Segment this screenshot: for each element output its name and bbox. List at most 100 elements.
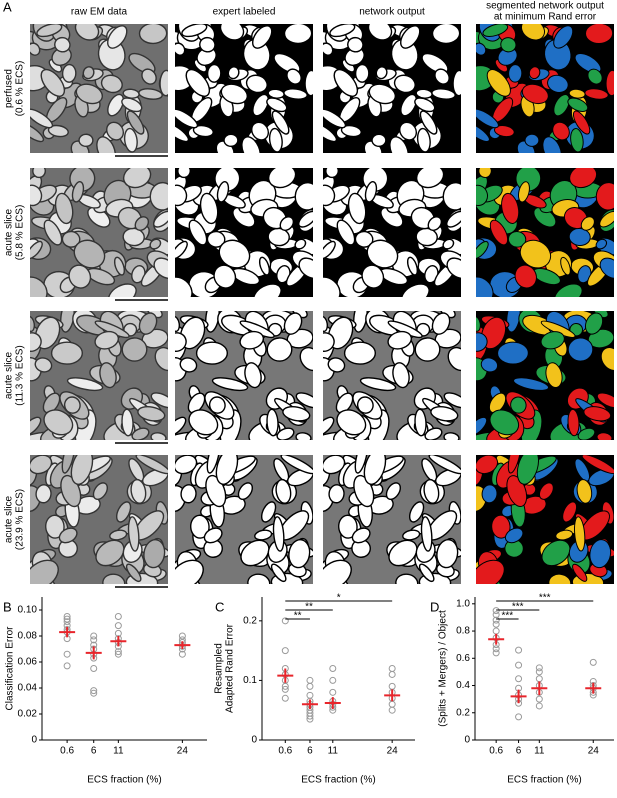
data-point xyxy=(306,715,314,723)
cell xyxy=(275,478,292,504)
data-point xyxy=(114,622,122,630)
cell xyxy=(476,241,489,259)
cell xyxy=(175,108,199,129)
cell xyxy=(567,337,594,362)
y-tick-label: 0 xyxy=(464,735,470,746)
cell xyxy=(507,231,527,248)
column-header: at minimum Rand error xyxy=(494,12,597,23)
data-point xyxy=(63,650,71,658)
cell xyxy=(32,168,47,179)
cell xyxy=(476,416,488,437)
cell xyxy=(30,108,54,129)
cell xyxy=(276,427,295,440)
em-image xyxy=(175,168,313,297)
cell xyxy=(175,455,198,475)
cell xyxy=(363,455,387,485)
cell xyxy=(414,408,427,437)
cell xyxy=(175,416,187,437)
cell xyxy=(266,337,293,362)
cell xyxy=(96,136,116,153)
cell xyxy=(47,124,69,138)
x-tick-label: 24 xyxy=(177,746,189,757)
data-point xyxy=(388,670,396,678)
data-point xyxy=(63,662,71,670)
cell xyxy=(364,181,378,203)
cell xyxy=(476,122,490,142)
data-point xyxy=(535,695,543,703)
em-image xyxy=(323,24,461,153)
cell xyxy=(476,559,505,584)
em-image xyxy=(175,311,313,440)
significance-label: * xyxy=(337,593,341,604)
cell xyxy=(175,122,190,143)
cell xyxy=(361,264,385,289)
cell xyxy=(489,219,509,246)
data-point xyxy=(388,706,396,714)
cell xyxy=(567,408,580,437)
significance-label: *** xyxy=(539,593,551,604)
cell xyxy=(540,331,565,350)
cell xyxy=(150,392,168,409)
cell xyxy=(283,312,303,335)
cell xyxy=(153,210,168,228)
cell xyxy=(149,238,162,250)
cell xyxy=(420,516,433,552)
cell xyxy=(442,181,461,211)
cell xyxy=(70,455,94,485)
cell xyxy=(574,458,591,482)
cell xyxy=(542,136,562,153)
cell xyxy=(150,432,167,440)
cell xyxy=(555,529,574,541)
data-point xyxy=(329,688,337,696)
cell xyxy=(216,181,230,203)
data-point xyxy=(306,691,314,699)
cell xyxy=(443,392,461,409)
cell xyxy=(115,501,132,523)
data-point xyxy=(388,682,396,690)
cell xyxy=(288,538,311,569)
data-point xyxy=(281,647,289,655)
cell xyxy=(195,341,229,365)
cell xyxy=(121,337,148,362)
cell xyxy=(175,559,204,584)
cell xyxy=(190,514,210,539)
cell xyxy=(580,216,595,231)
cell xyxy=(491,514,511,539)
cell xyxy=(128,52,156,74)
cell xyxy=(323,122,338,143)
cell xyxy=(446,210,461,228)
y-tick-label: 0 xyxy=(251,735,257,746)
data-point xyxy=(492,616,500,624)
cell xyxy=(54,36,71,53)
panel-label: C xyxy=(215,599,224,614)
cell xyxy=(30,332,42,352)
cell xyxy=(268,127,283,153)
y-tick-label: 0.2 xyxy=(243,615,257,626)
cell xyxy=(294,181,313,211)
data-point xyxy=(535,668,543,676)
cell xyxy=(241,136,261,153)
cell xyxy=(476,276,494,297)
data-point xyxy=(492,620,500,628)
cell xyxy=(260,501,277,523)
cell xyxy=(596,432,613,440)
em-image xyxy=(30,311,168,440)
cell xyxy=(153,257,168,280)
cell xyxy=(61,455,76,474)
cell xyxy=(78,133,94,148)
cell xyxy=(273,458,290,482)
cell xyxy=(548,573,572,584)
cell xyxy=(605,69,614,97)
cell xyxy=(393,74,416,94)
cell xyxy=(206,63,222,83)
cell xyxy=(408,501,425,523)
y-axis-label: Classification Error xyxy=(5,626,16,711)
cell xyxy=(219,24,245,41)
cell xyxy=(273,52,301,74)
cell xyxy=(354,63,370,83)
cell xyxy=(418,563,435,583)
cell xyxy=(584,312,604,335)
cell xyxy=(323,108,347,129)
cell xyxy=(126,110,145,135)
